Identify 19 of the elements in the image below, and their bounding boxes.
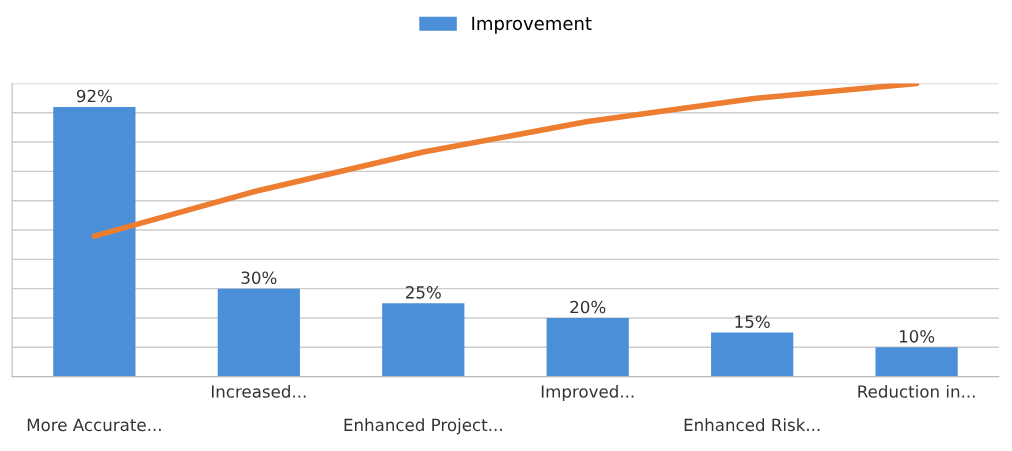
data-label: 30% xyxy=(241,271,277,285)
bar xyxy=(711,332,794,377)
x-tick-label: Enhanced Risk... xyxy=(684,418,820,432)
x-tick-label: Increased... xyxy=(211,384,306,398)
x-tick-label: Improved... xyxy=(541,384,634,402)
bar xyxy=(53,106,136,377)
data-label: 25% xyxy=(405,286,441,299)
x-tick-label: Enhanced Project... xyxy=(344,418,502,435)
data-label: 15% xyxy=(735,315,770,328)
bar xyxy=(546,317,629,377)
bar xyxy=(382,303,465,377)
x-tick-label: More Accurate... xyxy=(27,418,161,432)
data-label: 92% xyxy=(76,89,112,103)
data-label: 20% xyxy=(570,300,606,314)
legend-label: Improvement xyxy=(472,16,592,34)
x-tick-label: Reduction in... xyxy=(858,384,975,398)
bar xyxy=(875,347,958,377)
data-label: 10% xyxy=(899,330,935,343)
bar xyxy=(217,288,300,377)
